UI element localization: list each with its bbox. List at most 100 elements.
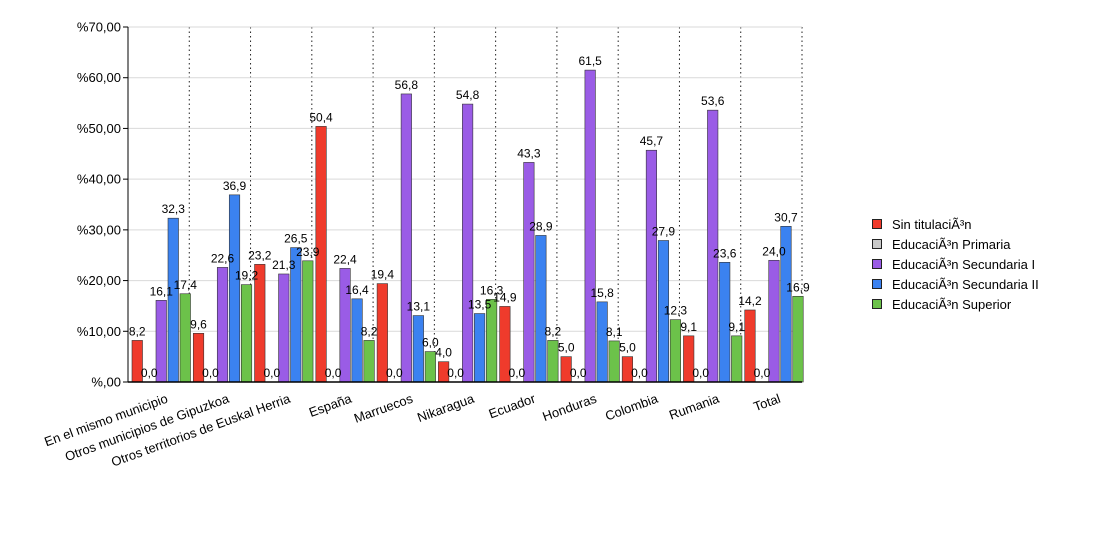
data-label: 23,6 [713, 246, 737, 260]
y-tick-label: %10,00 [77, 324, 121, 339]
data-label: 0,0 [570, 366, 587, 380]
legend-item-educacion-secundaria-ii: EducaciÃ³n Secundaria II [872, 274, 1039, 294]
bar [547, 340, 559, 383]
data-label: 26,5 [284, 232, 308, 246]
data-label: 45,7 [640, 134, 664, 148]
category-label: Rumania [667, 390, 722, 422]
bars [131, 69, 804, 383]
data-label: 14,2 [738, 294, 762, 308]
data-label: 6,0 [422, 336, 439, 350]
bar [216, 267, 229, 383]
bar [523, 162, 535, 383]
y-tick-label: %70,00 [77, 20, 121, 35]
legend-item-educacion-secundaria-i: EducaciÃ³n Secundaria I [872, 254, 1039, 274]
data-label: 9,1 [680, 320, 697, 334]
data-label: 19,4 [371, 268, 395, 282]
data-label: 8,2 [545, 324, 562, 338]
bar [584, 69, 596, 383]
bar [669, 319, 681, 383]
legend-swatch [872, 239, 882, 249]
data-label: 28,9 [529, 219, 553, 233]
bar [179, 293, 191, 383]
data-label: 36,9 [223, 179, 247, 193]
bar [228, 194, 241, 383]
data-label: 15,8 [590, 286, 614, 300]
data-label: 0,0 [386, 366, 403, 380]
legend-item-educacion-superior: EducaciÃ³n Superior [872, 294, 1039, 314]
data-label: 22,6 [211, 251, 235, 265]
y-tick-label: %,00 [91, 375, 121, 390]
legend-label: EducaciÃ³n Secundaria II [892, 276, 1039, 292]
bar [768, 259, 780, 383]
bar [731, 335, 743, 383]
category-label: España [307, 390, 354, 419]
category-label: Honduras [540, 391, 599, 425]
data-label: 4,0 [435, 346, 452, 360]
data-label: 0,0 [141, 366, 158, 380]
data-label: 0,0 [202, 366, 219, 380]
bar [424, 351, 436, 383]
data-label: 22,4 [333, 252, 357, 266]
data-label: 8,2 [129, 324, 146, 338]
legend-item-educacion-primaria: EducaciÃ³n Primaria [872, 234, 1039, 254]
legend-label: EducaciÃ³n Superior [892, 296, 1012, 312]
legend-swatch [872, 279, 882, 289]
category-label: Colombia [603, 390, 660, 423]
category-label: Marruecos [352, 391, 415, 426]
data-label: 32,3 [162, 202, 186, 216]
y-tick-label: %50,00 [77, 121, 121, 136]
data-label: 23,2 [248, 248, 272, 262]
bar [792, 295, 804, 383]
data-label: 16,1 [150, 284, 174, 298]
bar [486, 299, 498, 383]
data-label: 0,0 [754, 366, 771, 380]
y-tick-label: %60,00 [77, 70, 121, 85]
data-label: 8,2 [361, 324, 378, 338]
bar [535, 235, 547, 383]
bar [302, 260, 314, 383]
data-label: 19,2 [235, 269, 259, 283]
y-tick-label: %20,00 [77, 273, 121, 288]
bar [240, 284, 253, 383]
legend-label: EducaciÃ³n Secundaria I [892, 256, 1036, 272]
data-label: 9,6 [190, 317, 207, 331]
bar [608, 340, 620, 383]
data-label: 0,0 [631, 366, 648, 380]
data-label: 12,3 [664, 304, 688, 318]
data-label: 13,1 [407, 300, 431, 314]
data-label: 16,9 [786, 280, 810, 294]
legend-swatch [872, 259, 882, 269]
bar [596, 301, 608, 383]
data-label: 5,0 [619, 341, 636, 355]
bar [363, 340, 375, 383]
data-label: 23,9 [296, 245, 320, 259]
legend-swatch [872, 219, 882, 229]
data-label: 17,4 [174, 278, 198, 292]
data-label: 0,0 [509, 366, 526, 380]
data-label: 13,5 [468, 298, 492, 312]
data-label: 30,7 [774, 210, 798, 224]
data-label: 16,4 [345, 283, 369, 297]
bar [462, 103, 474, 383]
category-label: Nikaragua [415, 390, 477, 425]
y-tick-label: %40,00 [77, 172, 121, 187]
bar [167, 217, 179, 383]
y-tick-label: %30,00 [77, 222, 121, 237]
legend-label: Sin titulaciÃ³n [892, 216, 972, 232]
data-label: 43,3 [517, 146, 541, 160]
data-label: 16,3 [480, 283, 504, 297]
data-label: 0,0 [447, 366, 464, 380]
legend-item-sin-titulacion: Sin titulaciÃ³n [872, 214, 1039, 234]
data-label: 0,0 [325, 366, 342, 380]
y-axis: %,00 %10,00 %20,00 %30,00 %40,00 %50,00 %60,00… [77, 20, 129, 390]
data-label: 8,1 [606, 325, 623, 339]
legend: Sin titulaciÃ³n EducaciÃ³n Primaria Educ… [872, 214, 1039, 314]
data-label: 21,3 [272, 258, 296, 272]
data-label: 56,8 [395, 78, 419, 92]
bar [474, 313, 486, 383]
category-label: Total [751, 391, 782, 415]
bar [645, 149, 657, 383]
data-label: 9,1 [728, 320, 745, 334]
category-label: Ecuador [487, 390, 538, 421]
